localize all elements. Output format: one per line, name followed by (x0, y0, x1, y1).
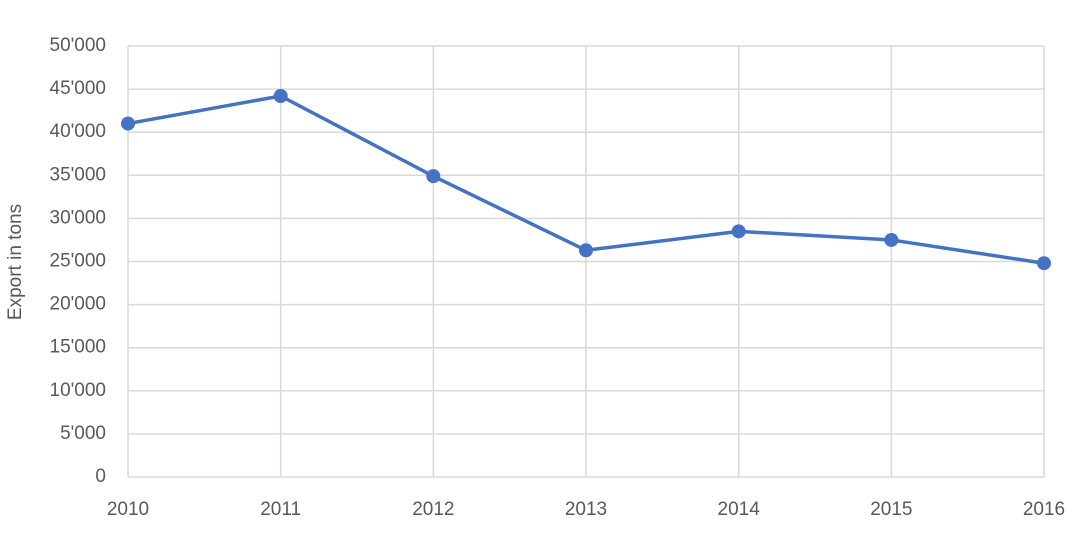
y-tick-label: 30'000 (50, 207, 106, 228)
data-point (731, 224, 746, 239)
x-tick-label: 2011 (260, 499, 301, 520)
y-tick-label: 35'000 (50, 164, 106, 185)
x-tick-label: 2014 (718, 499, 761, 520)
data-point (884, 232, 899, 247)
data-point (1037, 256, 1051, 271)
y-tick-label: 10'000 (50, 380, 106, 401)
x-tick-label: 2012 (412, 499, 454, 520)
y-axis-label: Export in tons (5, 204, 26, 320)
y-tick-label: 50'000 (50, 35, 106, 56)
y-tick-label: 0 (95, 466, 106, 487)
y-tick-label: 25'000 (50, 251, 106, 272)
data-point (121, 116, 135, 131)
x-tick-label: 2010 (107, 499, 149, 520)
y-tick-label: 40'000 (50, 121, 106, 142)
y-tick-label: 45'000 (50, 78, 106, 99)
data-point (426, 169, 441, 184)
x-tick-label: 2015 (870, 499, 912, 520)
x-tick-label: 2013 (565, 499, 607, 520)
data-point (273, 88, 288, 103)
data-point (579, 243, 593, 258)
x-tick-label: 2016 (1023, 499, 1065, 520)
y-tick-label: 15'000 (50, 337, 106, 358)
y-tick-label: 5'000 (60, 423, 106, 444)
y-tick-label: 20'000 (50, 294, 106, 315)
